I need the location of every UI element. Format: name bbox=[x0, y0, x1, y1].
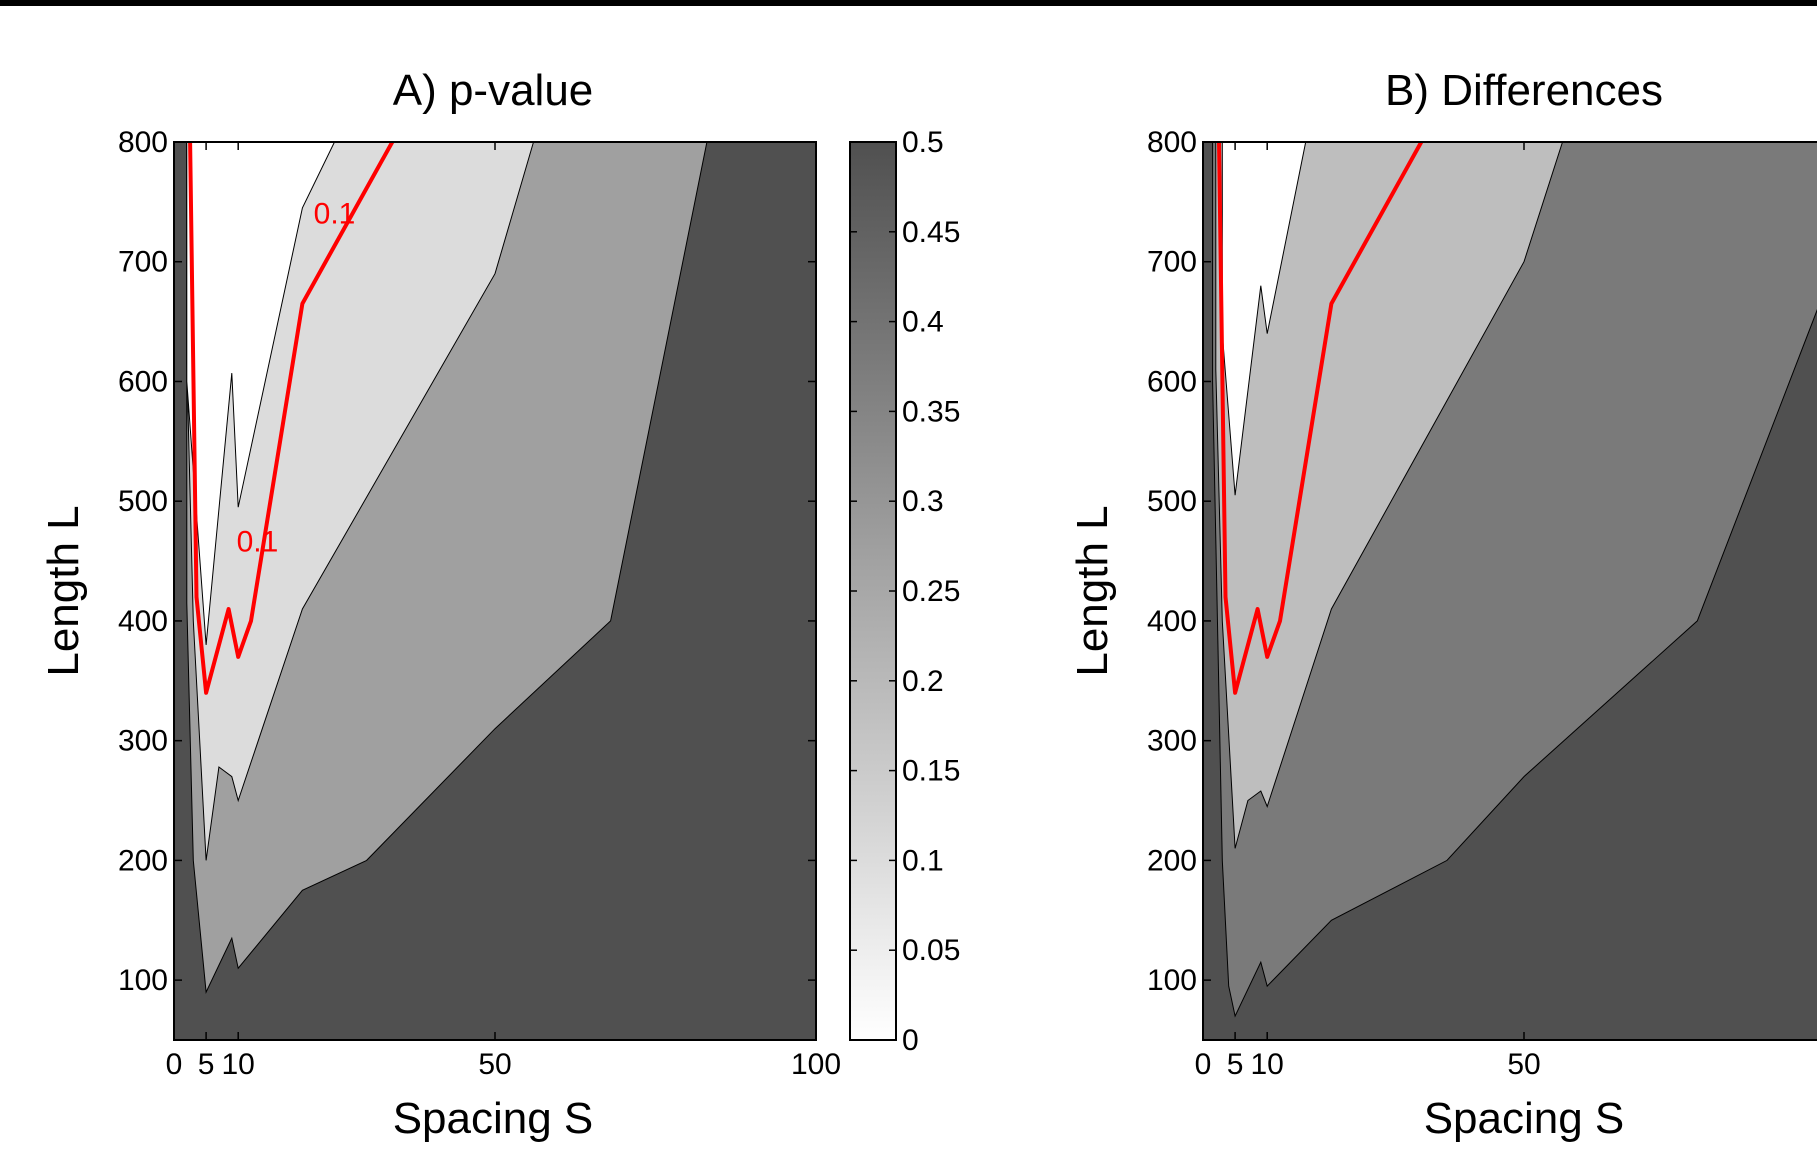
panel-b-ytick-label-6: 700 bbox=[1147, 246, 1197, 279]
panel-a-highlight-contour bbox=[188, 141, 395, 695]
colorbar-tick-label-2: 0.1 bbox=[902, 844, 944, 877]
panel-a-ytick-label-1: 200 bbox=[118, 844, 168, 877]
panel-b-ytick-label-0: 100 bbox=[1147, 964, 1197, 997]
panel-a-ytick-label-6: 700 bbox=[118, 246, 168, 279]
panel-a-contour-fills bbox=[173, 141, 817, 1041]
panel-b-ticks: 0510501100200300400500600700800 bbox=[1147, 126, 1541, 1081]
panel-a-contour-region-3 bbox=[186, 141, 336, 645]
panel-b-contour-region-2 bbox=[1215, 141, 1564, 849]
panel-a-ytick-label-5: 600 bbox=[118, 365, 168, 398]
colorbar-tick-label-7: 0.35 bbox=[902, 395, 960, 428]
panel-b-ytick-label-3: 400 bbox=[1147, 605, 1197, 638]
panel-b-xlabel: Spacing S bbox=[1424, 1094, 1625, 1143]
colorbar-tick-label-5: 0.25 bbox=[902, 575, 960, 608]
panel-b-ytick-label-7: 800 bbox=[1147, 126, 1197, 159]
panel-a-ytick-label-3: 400 bbox=[118, 605, 168, 638]
panel-b-xtick-label-2: 10 bbox=[1251, 1048, 1284, 1081]
panel-a-ytick-label-7: 800 bbox=[118, 126, 168, 159]
panel-b-ytick-label-1: 200 bbox=[1147, 844, 1197, 877]
colorbar-tick-label-9: 0.45 bbox=[902, 216, 960, 249]
colorbar-tick-label-3: 0.15 bbox=[902, 755, 960, 788]
panel-b-xtick-label-1: 5 bbox=[1227, 1048, 1244, 1081]
colorbar-gradient bbox=[849, 141, 897, 1041]
panel-a-xtick-label-3: 50 bbox=[478, 1048, 511, 1081]
colorbar: 0 0.05 0.1 0.15 0.2 0.25 0.3 0.35 0.4 0.45 0.5 bbox=[849, 126, 960, 1057]
colorbar-tick-label-1: 0.05 bbox=[902, 934, 960, 967]
panel-b-title: B) Differences bbox=[1385, 66, 1663, 115]
panel-b-ylabel: Length L bbox=[1068, 505, 1117, 676]
colorbar-tick-label-0: 0 bbox=[902, 1024, 919, 1057]
panel-b-highlight-line bbox=[1217, 141, 1424, 695]
panel-a-title: A) p-value bbox=[393, 66, 594, 115]
panel-a-ticks: 0 5 10 50 100 100 200 300 400 500 600 700 800 bbox=[118, 126, 841, 1081]
panel-b-contour-fills bbox=[1202, 141, 1817, 1041]
panel-a-contour-labels: 0.1 0.1 bbox=[237, 197, 356, 558]
panel-a-xtick-label-1: 5 bbox=[198, 1048, 215, 1081]
panel-a-xtick-label-0: 0 bbox=[166, 1048, 183, 1081]
colorbar-tick-label-10: 0.5 bbox=[902, 126, 944, 159]
panel-a-ytick-label-0: 100 bbox=[118, 964, 168, 997]
colorbar-tick-label-8: 0.4 bbox=[902, 306, 944, 339]
panel-a-highlight-line bbox=[188, 141, 395, 695]
panel-b-ytick-label-4: 500 bbox=[1147, 485, 1197, 518]
colorbar-tick-label-4: 0.2 bbox=[902, 665, 944, 698]
top-border bbox=[0, 0, 1817, 6]
panel-b-xtick-label-0: 0 bbox=[1195, 1048, 1212, 1081]
panel-a-xtick-label-2: 10 bbox=[222, 1048, 255, 1081]
panel-b-xtick-label-3: 50 bbox=[1507, 1048, 1540, 1081]
panel-a: A) p-value 0.1 0.1 0 5 10 50 100 100 200 300 400 5… bbox=[39, 66, 841, 1143]
panel-a-xtick-label-4: 100 bbox=[791, 1048, 841, 1081]
panel-a-contour-label-0: 0.1 bbox=[314, 197, 356, 230]
panel-a-ytick-label-2: 300 bbox=[118, 725, 168, 758]
panel-b-highlight-contour bbox=[1217, 141, 1424, 695]
panel-a-xlabel: Spacing S bbox=[393, 1094, 594, 1143]
colorbar-tick-label-6: 0.3 bbox=[902, 485, 944, 518]
panel-b-ytick-label-5: 600 bbox=[1147, 365, 1197, 398]
panel-b: B) Differences 0510501100200300400500600… bbox=[1068, 66, 1817, 1143]
panel-a-contour-label-1: 0.1 bbox=[237, 525, 279, 558]
colorbar-ticks: 0 0.05 0.1 0.15 0.2 0.25 0.3 0.35 0.4 0.45 0.5 bbox=[850, 126, 960, 1057]
panel-b-ytick-label-2: 300 bbox=[1147, 725, 1197, 758]
panel-a-ytick-label-4: 500 bbox=[118, 485, 168, 518]
panel-a-ylabel: Length L bbox=[39, 505, 88, 676]
